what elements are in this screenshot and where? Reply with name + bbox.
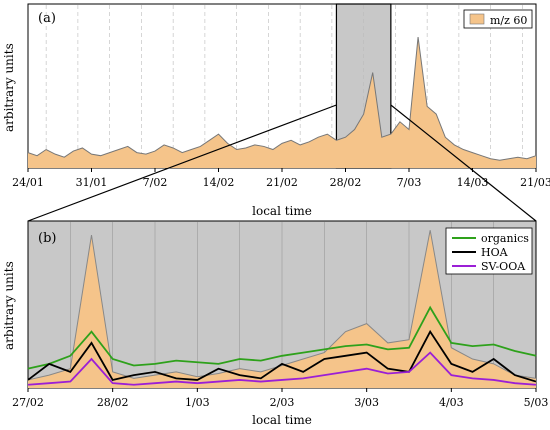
series-mz60-area — [28, 37, 536, 168]
x-tick-label: 7/03 — [397, 176, 422, 189]
x-tick-label: 5/03 — [524, 396, 549, 409]
x-tick-label: 27/02 — [12, 396, 44, 409]
x-tick-label: 14/03 — [457, 176, 489, 189]
x-tick-label: 2/03 — [270, 396, 295, 409]
legend-label-organics: organics — [481, 232, 529, 245]
legend-label-mz60: m/z 60 — [490, 14, 527, 27]
x-tick-label: 1/03 — [185, 396, 210, 409]
panel-b-xlabel: local time — [252, 413, 312, 427]
series-hoa-line — [27, 329, 537, 383]
x-tick-label: 4/03 — [439, 396, 464, 409]
series-organics-line — [27, 305, 537, 370]
panel-a-label: (a) — [38, 11, 56, 26]
x-tick-label: 28/02 — [97, 396, 129, 409]
x-tick-label: 14/02 — [203, 176, 235, 189]
zoom-connector-right — [390, 104, 537, 222]
series-mz60-line-b — [27, 230, 537, 381]
legend-label-svooa: SV-OOA — [481, 260, 526, 273]
panel-b-ylabel: arbitrary units — [2, 261, 16, 350]
legend-swatch-mz60 — [469, 13, 485, 25]
series-mz60-line — [27, 37, 537, 161]
x-tick-label: 24/01 — [12, 176, 44, 189]
series-sv-ooa-line — [27, 351, 537, 386]
x-tick-label: 7/02 — [143, 176, 168, 189]
panel-a-frame — [27, 3, 537, 169]
x-tick-label: 21/02 — [266, 176, 298, 189]
panel-a-ylabel: arbitrary units — [2, 43, 16, 132]
x-tick-label: 28/02 — [330, 176, 362, 189]
panel-a-legend: m/z 60 — [463, 9, 533, 29]
x-tick-label: 21/03 — [520, 176, 550, 189]
panel-a-xlabel: local time — [252, 204, 312, 218]
panel-a: 24/01 31/01 7/02 14/02 21/02 28/02 7/03 14/03 21… — [2, 3, 550, 218]
legend-label-hoa: HOA — [481, 246, 509, 259]
zoom-connector-left — [27, 104, 337, 222]
x-tick-label: 31/01 — [76, 176, 108, 189]
x-tick-label: 3/03 — [354, 396, 379, 409]
panel-b-label: (b) — [38, 231, 56, 246]
panel-b: 27/02 28/02 1/03 2/03 3/03 4/03 5/03 (b) arbit… — [2, 220, 549, 427]
panel-b-legend: organics HOA SV-OOA — [445, 227, 533, 275]
